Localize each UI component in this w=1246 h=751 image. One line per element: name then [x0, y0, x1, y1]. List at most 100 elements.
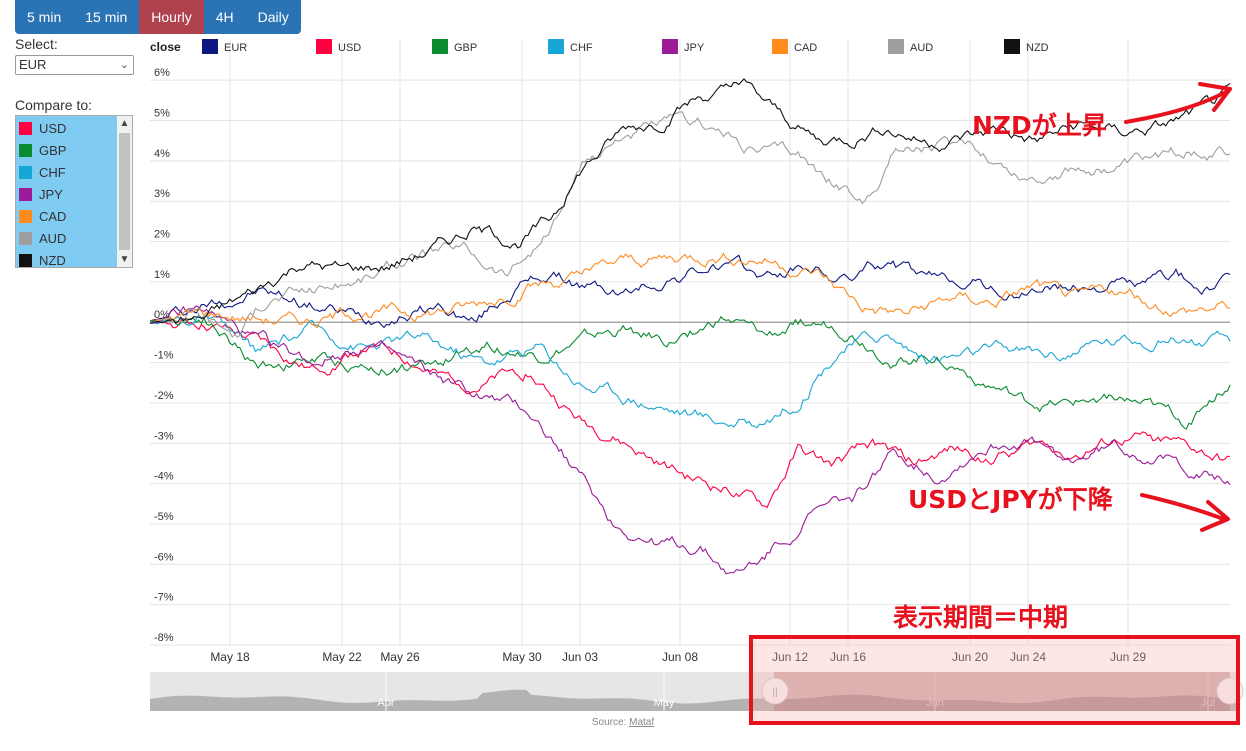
y-tick-label: 1%	[154, 269, 170, 281]
legend-swatch-chf[interactable]	[548, 39, 564, 54]
legend-swatch-cad[interactable]	[772, 39, 788, 54]
compare-item-aud[interactable]: AUD	[19, 229, 115, 249]
x-tick-label: May 22	[322, 650, 362, 664]
annotation-usd-jpy-down: USDとJPYが下降	[908, 485, 1113, 514]
legend-swatch-nzd[interactable]	[1004, 39, 1020, 54]
legend-title: close	[150, 40, 181, 54]
y-tick-label: -5%	[154, 511, 174, 523]
series-line-jpy	[149, 305, 1231, 575]
compare-item-gbp[interactable]: GBP	[19, 141, 115, 161]
scroll-up-icon[interactable]: ▲	[119, 118, 130, 129]
base-currency-value: EUR	[19, 57, 47, 72]
arrowhead-icon	[1198, 82, 1232, 112]
series-line-chf	[149, 313, 1231, 429]
compare-item-cad[interactable]: CAD	[19, 207, 115, 227]
color-swatch	[19, 144, 32, 157]
series-line-eur	[149, 254, 1231, 329]
y-tick-label: -7%	[154, 592, 174, 604]
navigator-label: Jun	[926, 697, 944, 709]
scrollbar-thumb[interactable]	[119, 133, 130, 250]
series-line-usd	[149, 318, 1231, 509]
y-tick-label: 5%	[154, 108, 170, 120]
y-tick-label: 6%	[154, 67, 170, 79]
x-tick-label: Jun 08	[662, 650, 698, 664]
chevron-down-icon: ⌄	[119, 59, 129, 71]
tab-5-min[interactable]: 5 min	[27, 9, 62, 25]
annotation-period: 表示期間＝中期	[893, 603, 1069, 632]
x-tick-label: May 18	[210, 650, 250, 664]
compare-item-label: CAD	[39, 209, 67, 224]
legend-label-nzd[interactable]: NZD	[1026, 42, 1049, 54]
arrow-up-icon	[1124, 90, 1228, 124]
navigator-label: Apr	[377, 697, 394, 709]
series-line-gbp	[149, 315, 1231, 430]
navigator-selection[interactable]	[774, 672, 1230, 711]
legend-swatch-usd[interactable]	[316, 39, 332, 54]
legend-label-usd[interactable]: USD	[338, 42, 361, 54]
y-tick-label: -6%	[154, 551, 174, 563]
x-tick-label: Jun 29	[1110, 650, 1146, 664]
compare-item-jpy[interactable]: JPY	[19, 185, 115, 205]
color-swatch	[19, 188, 32, 201]
base-currency-select[interactable]: EUR ⌄	[15, 55, 134, 75]
grip-icon: ||	[772, 687, 777, 698]
compare-item-label: GBP	[39, 143, 67, 158]
highlight-box	[749, 635, 1240, 725]
compare-listbox[interactable]: ▲ ▼ USD GBP CHF JPY CAD AUD NZD	[15, 115, 133, 268]
compare-item-usd[interactable]: USD	[19, 119, 115, 139]
x-tick-label: Jun 24	[1010, 650, 1046, 664]
legend-label-aud[interactable]: AUD	[910, 42, 933, 54]
compare-item-chf[interactable]: CHF	[19, 163, 115, 183]
navigator-area	[150, 689, 1240, 711]
legend-label-gbp[interactable]: GBP	[454, 42, 477, 54]
y-tick-label: 3%	[154, 188, 170, 200]
legend-swatch-gbp[interactable]	[432, 39, 448, 54]
tab-15-min[interactable]: 15 min	[85, 9, 128, 25]
source-link[interactable]: Mataf	[629, 717, 655, 728]
arrowhead-icon	[1200, 500, 1230, 532]
source-credit: Source: Mataf	[0, 717, 1246, 728]
y-tick-label: 2%	[154, 229, 170, 241]
series-line-aud	[149, 111, 1231, 339]
legend-label-jpy[interactable]: JPY	[684, 42, 705, 54]
compare-item-label: USD	[39, 121, 67, 136]
series-line-cad	[149, 252, 1231, 329]
legend-swatch-jpy[interactable]	[662, 39, 678, 54]
timeframe-tabs: 5 min 15 min Hourly 4H Daily	[15, 0, 301, 34]
select-label: Select:	[15, 36, 58, 52]
legend-swatch-aud[interactable]	[888, 39, 904, 54]
color-swatch	[19, 210, 32, 223]
compare-label: Compare to:	[15, 97, 93, 113]
y-tick-label: 4%	[154, 148, 170, 160]
color-swatch	[19, 122, 32, 135]
legend-label-chf[interactable]: CHF	[570, 42, 593, 54]
scroll-down-icon[interactable]: ▼	[119, 254, 130, 265]
compare-item-label: CHF	[39, 165, 66, 180]
arrow-down-icon	[1140, 493, 1228, 522]
y-tick-label: -2%	[154, 390, 174, 402]
x-tick-label: Jun 16	[830, 650, 866, 664]
legend-label-eur[interactable]: EUR	[224, 42, 247, 54]
tab-hourly[interactable]: Hourly	[139, 0, 204, 34]
legend-swatch-eur[interactable]	[202, 39, 218, 54]
compare-item-label: NZD	[39, 253, 66, 268]
y-tick-label: -3%	[154, 430, 174, 442]
tab-4h[interactable]: 4H	[215, 9, 234, 25]
color-swatch	[19, 232, 32, 245]
tab-daily[interactable]: Daily	[257, 9, 289, 25]
color-swatch	[19, 254, 32, 267]
compare-item-label: AUD	[39, 231, 67, 246]
navigator-label: Jul	[1201, 697, 1215, 709]
y-tick-label: -8%	[154, 632, 174, 644]
color-swatch	[19, 166, 32, 179]
navigator-handle-left[interactable]	[761, 677, 789, 705]
legend-label-cad[interactable]: CAD	[794, 42, 817, 54]
x-tick-label: May 30	[502, 650, 542, 664]
x-tick-label: Jun 12	[772, 650, 808, 664]
compare-scrollbar[interactable]: ▲ ▼	[117, 116, 132, 267]
compare-item-label: JPY	[39, 187, 63, 202]
x-tick-label: May 26	[380, 650, 420, 664]
y-tick-label: -1%	[154, 350, 174, 362]
compare-item-nzd[interactable]: NZD	[19, 251, 115, 271]
